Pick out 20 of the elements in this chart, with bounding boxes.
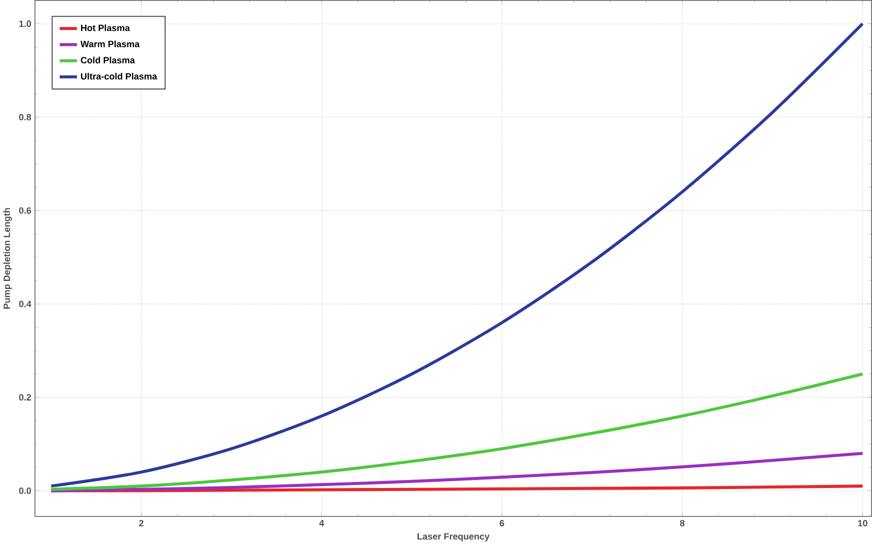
y-tick-label: 0.0 [19,488,32,494]
x-tick-label: 10 [858,520,868,526]
x-axis-title: Laser Frequency [418,533,490,542]
legend-label: Ultra-cold Plasma [81,72,158,80]
x-tick-label: 8 [680,520,685,526]
x-tick-label: 4 [319,520,324,526]
x-tick-label: 2 [139,520,144,526]
y-tick-label: 0.8 [19,114,32,120]
y-axis-title: Pump Depletion Length [3,208,12,309]
y-tick-label: 1.0 [19,20,32,28]
line-series [50,22,864,488]
legend-label: Cold Plasma [80,56,135,64]
line-series [50,372,864,491]
y-tick-label: 0.4 [19,300,32,308]
legend-label: Hot Plasma [81,24,130,32]
y-tick-label: 0.2 [19,394,32,401]
y-tick-label: 0.6 [19,207,32,214]
x-tick-label: 6 [500,520,504,526]
line-series [50,452,864,492]
legend-label: Warm Plasma [80,40,140,48]
